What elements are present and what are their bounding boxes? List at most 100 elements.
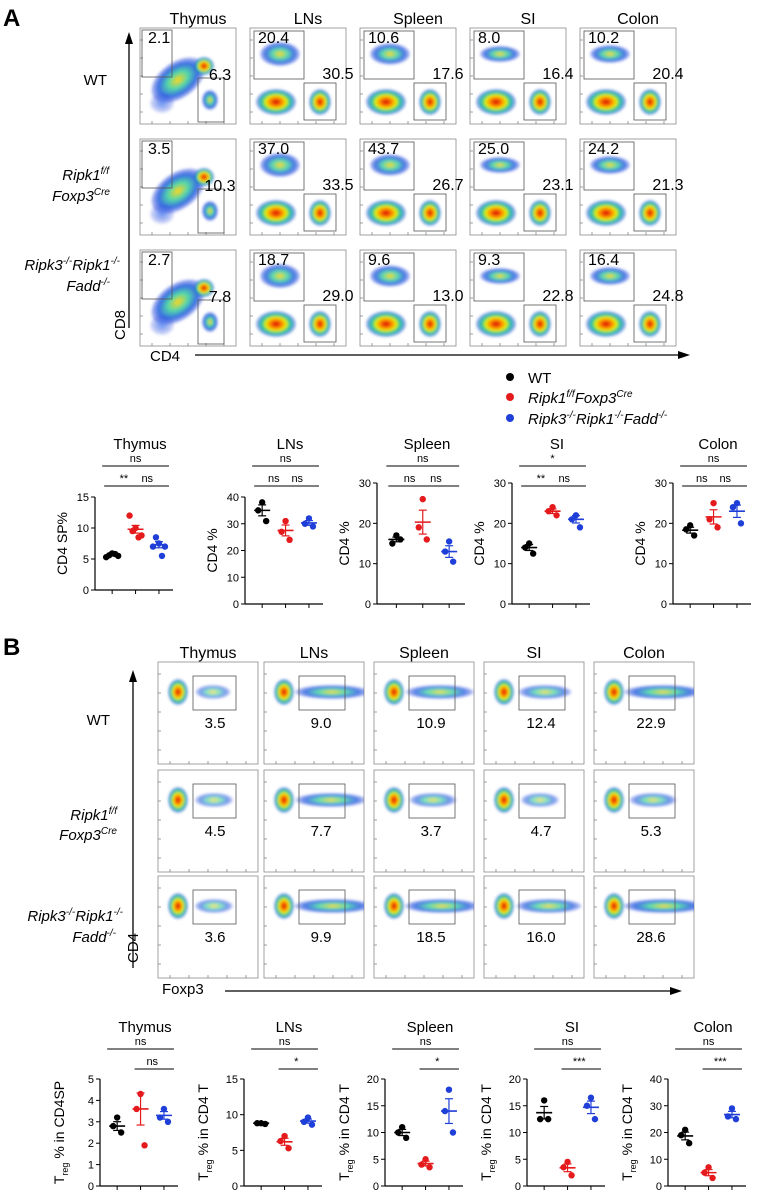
flow-gate-cd4: [303, 304, 337, 343]
flow-gate-cd4: [197, 188, 225, 234]
scatter-point: [426, 1164, 433, 1171]
flow-populations: [150, 57, 218, 113]
flow-cd4-population: [384, 893, 404, 919]
row-label-b-wt: WT: [87, 712, 110, 729]
scatter-y-tick-label: 30: [650, 1101, 662, 1113]
scatter-title: Spleen: [407, 1019, 454, 1036]
header-b-spleen: Spleen: [399, 645, 449, 662]
flow-populations: [256, 41, 331, 115]
flow-gate-treg: [408, 675, 456, 711]
scatter-point: [728, 1105, 736, 1112]
header-a-spleen: Spleen: [393, 11, 443, 28]
scatter-y-tick-label: 20: [650, 1128, 662, 1140]
flow-plot-a-r0-c2: 10.6 17.6: [359, 27, 464, 125]
sig-label-wt-tko: ns: [417, 453, 429, 465]
flow-treg-population: [195, 899, 233, 913]
flow-cd4-population: [168, 679, 188, 705]
scatter-y-tick-label: 15: [367, 1101, 379, 1113]
flow-populations: [586, 267, 661, 337]
flow-populations: [274, 787, 364, 813]
flow-cd4-population: [202, 312, 218, 332]
flow-plot-b-r1-c1: 7.7: [263, 769, 365, 873]
axis-a-cd4-arrow: [678, 351, 690, 359]
panel-a-flow-grid: Thymus LNs Spleen SI Colon WT Ripk1f/f Foxp3Cre…: [24, 11, 690, 365]
scatter-y-tick-label: 40: [227, 492, 239, 504]
scatter-y-tick-label: 30: [494, 478, 506, 490]
scatter-y-label: Treg % in CD4 T: [336, 1084, 355, 1181]
flow-pct-treg: 3.6: [205, 929, 226, 946]
scatter-point: [423, 536, 430, 543]
scatter-y-label: Treg % in CD4 T: [195, 1084, 214, 1181]
flow-gate-treg: [298, 889, 346, 925]
flow-pct-treg: 4.7: [531, 823, 552, 840]
sig-label-wt-tko: ns: [708, 453, 720, 465]
flow-dn-population: [476, 200, 516, 226]
flow-pct-treg: 16.0: [526, 929, 555, 946]
scatter-point: [685, 1140, 693, 1147]
scatter-point: [418, 1161, 425, 1168]
flow-gate-cd8: [141, 29, 173, 78]
flow-plot-b-r0-c1: 9.0: [263, 661, 365, 765]
scatter-point: [591, 1115, 599, 1123]
flow-dn-population: [150, 93, 174, 113]
flow-pct-cd8: 37.0: [258, 141, 289, 158]
scatter-y-tick-label: 15: [509, 1101, 521, 1113]
flow-frame: [593, 875, 695, 979]
sig-label-wt-ripk1: **: [120, 473, 129, 485]
flow-gate-cd4: [523, 304, 557, 343]
scatter-y-tick-label: 5: [83, 554, 89, 566]
flow-pct-cd4: 20.4: [652, 66, 683, 83]
scatter-point: [138, 532, 145, 539]
header-b-lns: LNs: [300, 645, 328, 662]
flow-gate-cd8: [473, 30, 525, 80]
flow-treg-population: [405, 899, 474, 913]
flow-cd4-population: [494, 679, 514, 705]
flow-frame: [373, 875, 475, 979]
scatter-title: Thymus: [118, 1019, 171, 1036]
legend-marker-tko: [506, 414, 514, 422]
row-label-a-wt: WT: [84, 72, 107, 89]
sig-label-wt-tko: ns: [279, 1036, 291, 1048]
flow-frame: [483, 661, 585, 765]
flow-dp-population: [151, 279, 205, 325]
scatter-point: [714, 524, 721, 531]
flow-populations: [366, 265, 441, 337]
axis-b-foxp3-arrow: [670, 987, 682, 995]
scatter-y-tick-label: 30: [655, 478, 667, 490]
flow-cd8-population: [370, 43, 410, 65]
flow-cd4-population: [274, 679, 294, 705]
flow-cd4-population: [384, 787, 404, 813]
flow-pct-cd4: 30.5: [322, 66, 353, 83]
flow-gate-cd8: [141, 251, 173, 300]
flow-populations: [168, 787, 233, 813]
scatter-title: LNs: [276, 1019, 303, 1036]
scatter-point: [706, 516, 713, 523]
flow-plot-a-r1-c2: 43.7 26.7: [359, 138, 464, 236]
panel-label-b: B: [3, 634, 20, 661]
scatter-y-tick-label: 0: [515, 1181, 521, 1193]
flow-frame: [263, 661, 365, 765]
flow-dn-population: [586, 311, 626, 337]
scatter-plot-b2: Spleen 0 5 10 15 20 Treg % in CD4 T ns*: [336, 1019, 463, 1193]
scatter-y-tick-label: 0: [365, 599, 371, 611]
scatter-point: [705, 1164, 712, 1171]
scatter-point: [160, 1105, 168, 1113]
flow-pct-cd4: 26.7: [432, 177, 463, 194]
flow-pct-cd8: 24.2: [588, 141, 619, 158]
scatter-point: [308, 1121, 316, 1128]
flow-treg-population: [624, 899, 694, 913]
flow-pct-treg: 10.9: [416, 715, 445, 732]
scatter-y-tick-label: 1: [88, 1160, 94, 1172]
flow-plot-b-r1-c2: 3.7: [373, 769, 475, 873]
sig-label-wt-ripk1: ns: [404, 473, 416, 485]
sig-label-ripk1-tko: ns: [141, 473, 153, 485]
row-label-a-ripk1-line2: Foxp3Cre: [52, 187, 110, 205]
scatter-y-tick-label: 10: [227, 572, 239, 584]
flow-populations: [366, 154, 441, 226]
flow-frame: [249, 138, 347, 236]
flow-cd4-population: [309, 200, 331, 226]
sig-label-ripk1-tko: ns: [430, 473, 442, 485]
flow-populations: [384, 787, 457, 813]
row-label-b-tko-line2: Fadd-/-: [72, 928, 116, 946]
